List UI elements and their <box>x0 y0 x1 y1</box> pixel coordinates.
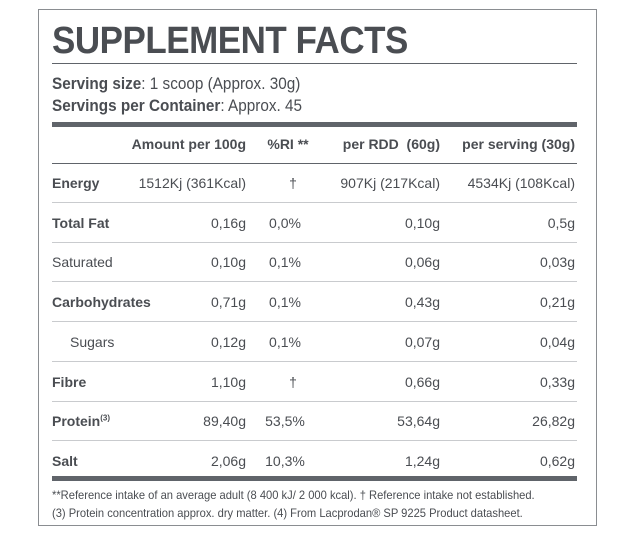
nutrient-label: Sugars <box>70 333 115 350</box>
per-serving: 0,03g <box>539 254 575 271</box>
amount-per-100g: 0,10g <box>210 254 246 271</box>
row-divider <box>52 360 577 362</box>
amount-per-100g: 1512Kj (361Kcal) <box>138 175 246 191</box>
amount-per-100g: 1,10g <box>210 373 246 390</box>
table-header: Amount per 100g %RI ** per RDD (60g) per… <box>52 136 577 156</box>
col-rdd: per RDD (60g) <box>342 136 440 152</box>
table-row: Saturated 0,10g 0,1% 0,06g 0,03g <box>52 254 577 274</box>
per-serving: 4534Kj (108Kcal) <box>467 175 575 191</box>
row-divider <box>52 440 577 442</box>
per-rdd: 53,64g <box>397 413 440 430</box>
per-rdd: 0,06g <box>404 254 440 271</box>
nutrient-label: Fibre <box>52 373 87 390</box>
nutrient-name: Total Fat <box>52 215 109 231</box>
ri-percent: 53,5% <box>265 413 305 430</box>
ri-percent: 0,1% <box>269 254 301 271</box>
nutrient-label: Protein <box>52 413 101 430</box>
table-row: Carbohydrates 0,71g 0,1% 0,43g 0,21g <box>52 294 577 314</box>
servings-label: Servings per Container <box>52 96 221 115</box>
nutrient-name: Salt <box>52 453 78 469</box>
nutrient-name: Sugars <box>70 334 114 350</box>
per-serving: 0,5g <box>547 214 575 231</box>
nutrient-name: Protein(3) <box>52 413 110 429</box>
nutrient-name: Saturated <box>52 254 113 270</box>
col-serving: per serving (30g) <box>462 136 575 152</box>
per-rdd: 0,07g <box>404 333 440 350</box>
row-divider <box>52 321 577 323</box>
nutrient-label: Saturated <box>52 254 113 271</box>
footnote: **Reference intake of an average adult (… <box>52 488 535 502</box>
per-rdd: 0,10g <box>404 214 440 231</box>
ri-percent: 10,3% <box>265 452 305 469</box>
nutrient-label: Total Fat <box>52 214 110 231</box>
per-rdd: 1,24g <box>404 452 440 469</box>
amount-per-100g: 2,06g <box>210 452 246 469</box>
ri-percent: 0,1% <box>269 294 301 311</box>
servings-per-container: Servings per Container: Approx. 45 <box>52 96 302 116</box>
ri-percent: 0,0% <box>269 214 301 231</box>
footnote-ref: (3) <box>100 413 111 423</box>
ri-percent: † <box>289 373 297 390</box>
table-row: Energy 1512Kj (361Kcal) † 907Kj (217Kcal… <box>52 175 577 195</box>
table-row: Protein(3) 89,40g 53,5% 53,64g 26,82g <box>52 413 577 433</box>
serving-size-label: Serving size <box>52 74 142 93</box>
nutrient-label: Energy <box>52 175 100 191</box>
serving-size: Serving size: 1 scoop (Approx. 30g) <box>52 74 300 94</box>
nutrient-name: Fibre <box>52 374 86 390</box>
amount-per-100g: 89,40g <box>203 413 246 430</box>
thick-divider <box>52 476 577 481</box>
per-serving: 0,33g <box>539 373 575 390</box>
supplement-facts-panel <box>38 9 597 526</box>
thick-divider <box>52 122 577 127</box>
per-serving: 26,82g <box>532 413 575 430</box>
row-divider <box>52 202 577 203</box>
divider <box>52 63 577 64</box>
per-serving: 0,62g <box>539 452 575 469</box>
col-ri: %RI ** <box>267 136 309 152</box>
ri-percent: 0,1% <box>269 333 301 350</box>
row-divider <box>52 281 577 283</box>
per-rdd: 907Kj (217Kcal) <box>340 175 440 191</box>
nutrient-label: Carbohydrates <box>52 294 151 311</box>
row-divider <box>52 241 577 243</box>
table-row: Sugars 0,12g 0,1% 0,07g 0,04g <box>52 334 577 354</box>
table-row: Total Fat 0,16g 0,0% 0,10g 0,5g <box>52 215 577 235</box>
page-title: SUPPLEMENT FACTS <box>52 20 408 62</box>
divider <box>52 163 577 164</box>
row-divider <box>52 400 577 402</box>
amount-per-100g: 0,16g <box>210 214 246 231</box>
nutrient-label: Salt <box>52 452 78 469</box>
amount-per-100g: 0,71g <box>210 294 246 311</box>
table-row: Salt 2,06g 10,3% 1,24g 0,62g <box>52 453 577 473</box>
nutrient-name: Energy <box>52 175 99 191</box>
servings-value: : Approx. 45 <box>220 96 303 115</box>
ri-percent: † <box>289 175 297 191</box>
per-serving: 0,04g <box>539 333 575 350</box>
serving-size-value: : 1 scoop (Approx. 30g) <box>141 74 301 93</box>
per-rdd: 0,66g <box>404 373 440 390</box>
per-serving: 0,21g <box>539 294 575 311</box>
nutrient-name: Carbohydrates <box>52 294 151 310</box>
per-rdd: 0,43g <box>404 294 440 311</box>
col-amount: Amount per 100g <box>131 136 246 152</box>
amount-per-100g: 0,12g <box>210 333 246 350</box>
table-row: Fibre 1,10g † 0,66g 0,33g <box>52 374 577 394</box>
footnote: (3) Protein concentration approx. dry ma… <box>52 506 523 520</box>
